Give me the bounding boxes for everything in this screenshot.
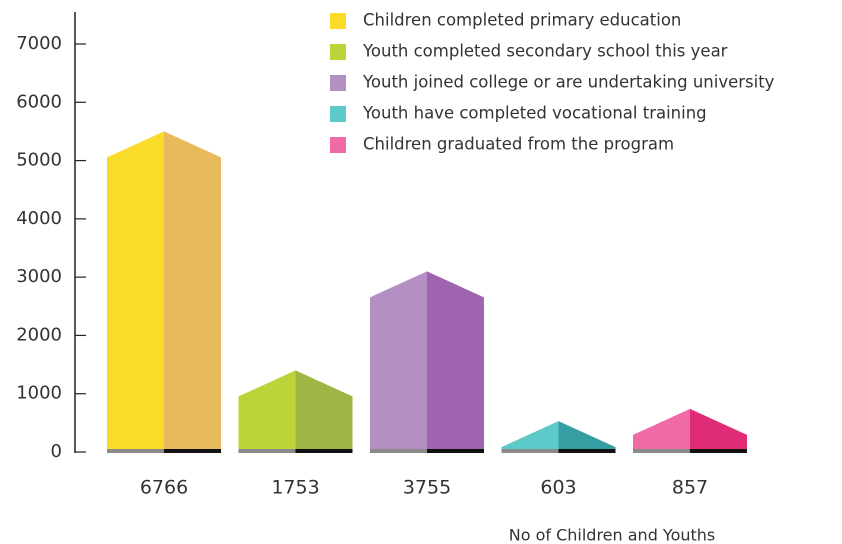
bar-right (295, 370, 353, 452)
y-tick-label: 0 (51, 441, 62, 462)
bar (370, 271, 484, 453)
legend-label: Children graduated from the program (363, 135, 674, 154)
bar-base-left (370, 449, 427, 453)
legend-label: Youth joined college or are undertaking … (362, 73, 775, 92)
bar-right (690, 408, 747, 452)
legend-swatch (330, 44, 346, 60)
bar-base-right (164, 449, 221, 453)
legend-label: Children completed primary education (363, 11, 681, 30)
bar (107, 131, 221, 453)
y-tick-label: 1000 (16, 383, 62, 404)
legend-swatch (330, 106, 346, 122)
x-axis-title: No of Children and Youths (509, 526, 716, 544)
bar-left (633, 408, 690, 452)
bar-base-left (238, 449, 296, 453)
y-tick-label: 5000 (16, 150, 62, 171)
legend-swatch (330, 13, 346, 29)
bar (238, 370, 353, 453)
y-tick-label: 2000 (16, 324, 62, 345)
y-tick-label: 4000 (16, 208, 62, 229)
y-tick-label: 3000 (16, 266, 62, 287)
bar (633, 408, 747, 453)
bar-left (238, 370, 296, 452)
x-tick-label: 603 (540, 477, 576, 499)
legend-swatch (330, 137, 346, 153)
bar-base-right (558, 449, 616, 453)
bar-base-left (107, 449, 164, 453)
bar-base-right (427, 449, 484, 453)
bar-left (107, 131, 164, 452)
bar-base-left (501, 449, 559, 453)
bar-right (164, 131, 221, 452)
bar-left (370, 271, 427, 452)
x-tick-label: 6766 (140, 477, 188, 499)
bar-right (558, 421, 616, 452)
x-tick-label: 857 (672, 477, 708, 499)
legend-label: Youth have completed vocational training (362, 104, 707, 123)
legend-label: Youth completed secondary school this ye… (362, 42, 728, 61)
x-tick-label: 1753 (271, 477, 319, 499)
bar-base-right (690, 449, 747, 453)
bar-left (501, 421, 559, 452)
legend-swatch (330, 75, 346, 91)
y-tick-label: 7000 (16, 33, 62, 54)
bar-base-left (633, 449, 690, 453)
x-tick-label: 3755 (403, 477, 451, 499)
y-tick-label: 6000 (16, 91, 62, 112)
bar (501, 421, 616, 453)
bar-base-right (295, 449, 353, 453)
bar-right (427, 271, 484, 452)
